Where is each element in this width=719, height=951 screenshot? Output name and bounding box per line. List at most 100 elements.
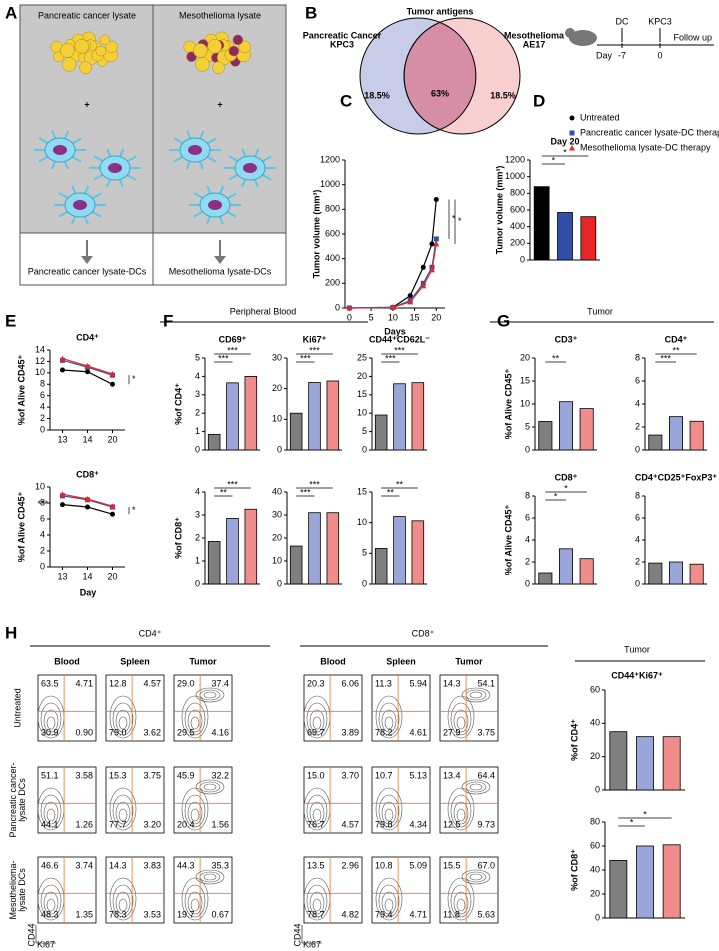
y-tick-label: 20 bbox=[590, 751, 600, 761]
contour bbox=[46, 898, 56, 912]
y-tick-label: 10 bbox=[272, 555, 282, 565]
quadrant-value: 78.3 bbox=[109, 909, 127, 919]
timeline-label: -7 bbox=[618, 50, 626, 60]
flow-plot bbox=[173, 766, 233, 834]
legend-label: Mesothelioma lysate-DC therapy bbox=[580, 142, 711, 152]
y-tick-label: 15 bbox=[520, 375, 530, 385]
y-tick-label: 40 bbox=[272, 486, 282, 496]
bar bbox=[689, 420, 704, 451]
bar bbox=[308, 512, 321, 585]
quadrant-value: 3.74 bbox=[75, 860, 93, 870]
quadrant-value: 51.1 bbox=[41, 770, 59, 780]
section-title: Tumor bbox=[587, 306, 613, 316]
y-tick-label: 4 bbox=[40, 529, 45, 539]
y-tick-label: 10 bbox=[357, 408, 367, 418]
box-title: Pancreatic cancer lysate bbox=[38, 10, 136, 20]
marker bbox=[569, 130, 575, 136]
y-tick-label: 0 bbox=[362, 578, 367, 588]
y-tick-label: 4 bbox=[40, 402, 45, 412]
y-tick-label: 600 bbox=[325, 228, 340, 238]
y-tick-label: 0 bbox=[335, 302, 340, 312]
quadrant-value: 48.3 bbox=[41, 909, 59, 919]
flow-plot bbox=[439, 674, 499, 742]
quadrant-value: 5.09 bbox=[409, 860, 427, 870]
y-tick-label: 10 bbox=[272, 414, 282, 424]
contour bbox=[187, 891, 203, 915]
y-axis-label: %of CD8⁺ bbox=[173, 517, 183, 559]
contour bbox=[187, 709, 203, 733]
contour bbox=[43, 709, 59, 733]
y-tick-label: 0 bbox=[277, 578, 282, 588]
contour bbox=[184, 794, 206, 828]
venn-title: Tumor antigens bbox=[407, 6, 474, 16]
y-tick-label: 30 bbox=[272, 509, 282, 519]
set-label: Mesothelioma bbox=[504, 30, 565, 40]
marker bbox=[85, 369, 90, 375]
contour bbox=[112, 702, 134, 736]
quadrant-value: 0.90 bbox=[75, 727, 93, 737]
bar bbox=[308, 382, 321, 451]
chart-title: CD44⁺Ki67⁺ bbox=[611, 670, 663, 680]
quadrant-value: 12.5 bbox=[443, 819, 461, 829]
y-tick-label: 40 bbox=[590, 718, 600, 728]
contour bbox=[309, 801, 325, 825]
y-tick-label: 1000 bbox=[320, 179, 340, 189]
contour bbox=[461, 687, 491, 703]
dc-nucleus bbox=[208, 200, 222, 210]
sig-label: *** bbox=[227, 479, 238, 489]
x-axis-label: Days bbox=[384, 326, 406, 336]
lysate-particle bbox=[207, 39, 222, 54]
contour bbox=[381, 891, 397, 915]
panel-label: H bbox=[5, 623, 17, 642]
sig-label: *** bbox=[309, 345, 320, 355]
quadrant-value: 79.4 bbox=[375, 909, 393, 919]
marker bbox=[109, 503, 116, 509]
contour bbox=[109, 787, 137, 831]
bar bbox=[609, 860, 628, 919]
quadrant-value: 46.6 bbox=[41, 860, 59, 870]
venn-value: 63% bbox=[431, 88, 449, 98]
y-tick-label: 3 bbox=[195, 509, 200, 519]
y-axis-label: %of CD8⁺ bbox=[569, 849, 579, 891]
y-tick-label: 80 bbox=[590, 816, 600, 826]
contour bbox=[309, 891, 325, 915]
marker bbox=[84, 496, 91, 502]
sig-label: ** bbox=[672, 345, 680, 355]
bar bbox=[393, 383, 406, 451]
quadrant-value: 15.5 bbox=[443, 860, 461, 870]
mouse-head bbox=[565, 28, 575, 38]
y-tick-label: 2 bbox=[40, 413, 45, 423]
quadrant-value: 4.71 bbox=[409, 909, 427, 919]
panel-label: G bbox=[497, 311, 510, 330]
y-tick-label: 0 bbox=[595, 784, 600, 794]
bar bbox=[374, 548, 388, 585]
set-label: KPC3 bbox=[330, 39, 354, 49]
quadrant-value: 3.83 bbox=[143, 860, 161, 870]
x-tick-label: 20 bbox=[107, 434, 117, 444]
y-tick-label: 1200 bbox=[320, 154, 340, 164]
axis-marker: CD44 bbox=[26, 923, 36, 946]
quadrant-value: 5.94 bbox=[409, 678, 427, 688]
contour bbox=[43, 891, 59, 915]
chart-title: CD8⁺ bbox=[76, 469, 99, 479]
y-tick-label: 5 bbox=[195, 352, 200, 362]
y-tick-label: 6 bbox=[525, 512, 530, 522]
marker bbox=[428, 266, 435, 273]
series-line bbox=[349, 199, 437, 309]
y-tick-label: 0 bbox=[40, 424, 45, 434]
contour bbox=[378, 794, 400, 828]
quadrant-value: 79.8 bbox=[375, 819, 393, 829]
sig-label: * bbox=[452, 214, 456, 224]
y-tick-label: 800 bbox=[510, 188, 525, 198]
quadrant-value: 12.8 bbox=[109, 678, 127, 688]
chart-title: CD3⁺ bbox=[555, 334, 578, 344]
tissue-header: Spleen bbox=[386, 656, 416, 666]
contour bbox=[450, 702, 472, 736]
y-tick-label: 12 bbox=[35, 356, 45, 366]
sig-label: * bbox=[458, 216, 462, 226]
y-tick-label: 60 bbox=[590, 684, 600, 694]
lysate-particle bbox=[212, 61, 225, 74]
chart-title: CD4⁺ bbox=[665, 334, 688, 344]
marker bbox=[433, 196, 439, 202]
dc-nucleus bbox=[53, 145, 67, 155]
